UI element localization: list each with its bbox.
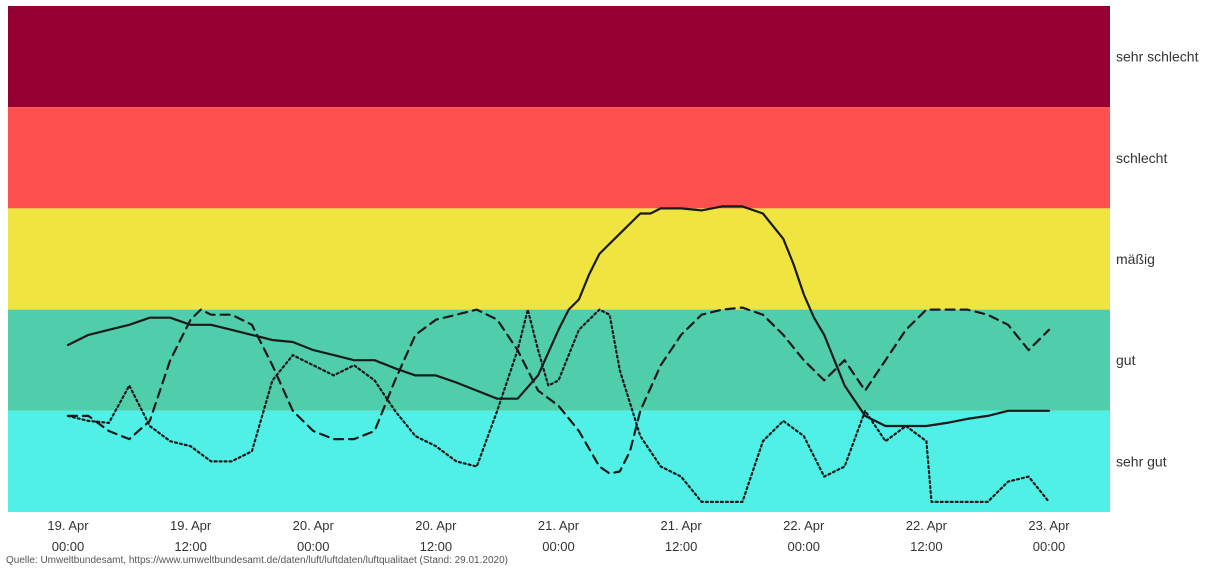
tick-label-time: 12:00 [665,539,698,554]
band-mäßig [8,208,1110,310]
tick-label-time: 12:00 [174,539,207,554]
band-sehr-gut [8,410,1110,512]
tick-label-time: 00:00 [787,539,820,554]
band-label: schlecht [1116,150,1167,166]
tick-label-date: 22. Apr [783,518,825,533]
tick-label-time: 00:00 [52,539,85,554]
tick-label-date: 21. Apr [661,518,703,533]
series-line-solid [66,205,1051,428]
tick-label-date: 19. Apr [47,518,89,533]
tick-label-date: 21. Apr [538,518,580,533]
band-schlecht [8,107,1110,209]
band-gut [8,309,1110,411]
tick-label-date: 23. Apr [1028,518,1070,533]
tick-label-date: 19. Apr [170,518,212,533]
tick-label-time: 12:00 [420,539,453,554]
series-line-dashed [66,306,1051,475]
tick-label-date: 20. Apr [293,518,335,533]
series-line-dotted [66,308,1051,503]
data-series [66,205,1051,503]
band-label: sehr gut [1116,453,1167,469]
tick-label-time: 00:00 [1033,539,1066,554]
tick-label-time: 12:00 [910,539,943,554]
quality-bands [8,6,1110,512]
band-label: sehr schlecht [1116,49,1199,65]
tick-label-time: 00:00 [542,539,575,554]
band-label: mäßig [1116,251,1155,267]
tick-label-date: 22. Apr [906,518,948,533]
tick-label-time: 00:00 [297,539,330,554]
source-note: Quelle: Umweltbundesamt, https://www.umw… [6,555,508,566]
tick-label-date: 20. Apr [415,518,457,533]
x-axis-ticks: 19. Apr 00:00 19. Apr 12:00 20. Apr 00:00 20. … [47,518,1070,554]
quality-band-labels: sehr schlecht schlecht mäßig gut sehr gut [1116,49,1199,470]
band-sehr-schlecht [8,6,1110,108]
band-label: gut [1116,352,1136,368]
